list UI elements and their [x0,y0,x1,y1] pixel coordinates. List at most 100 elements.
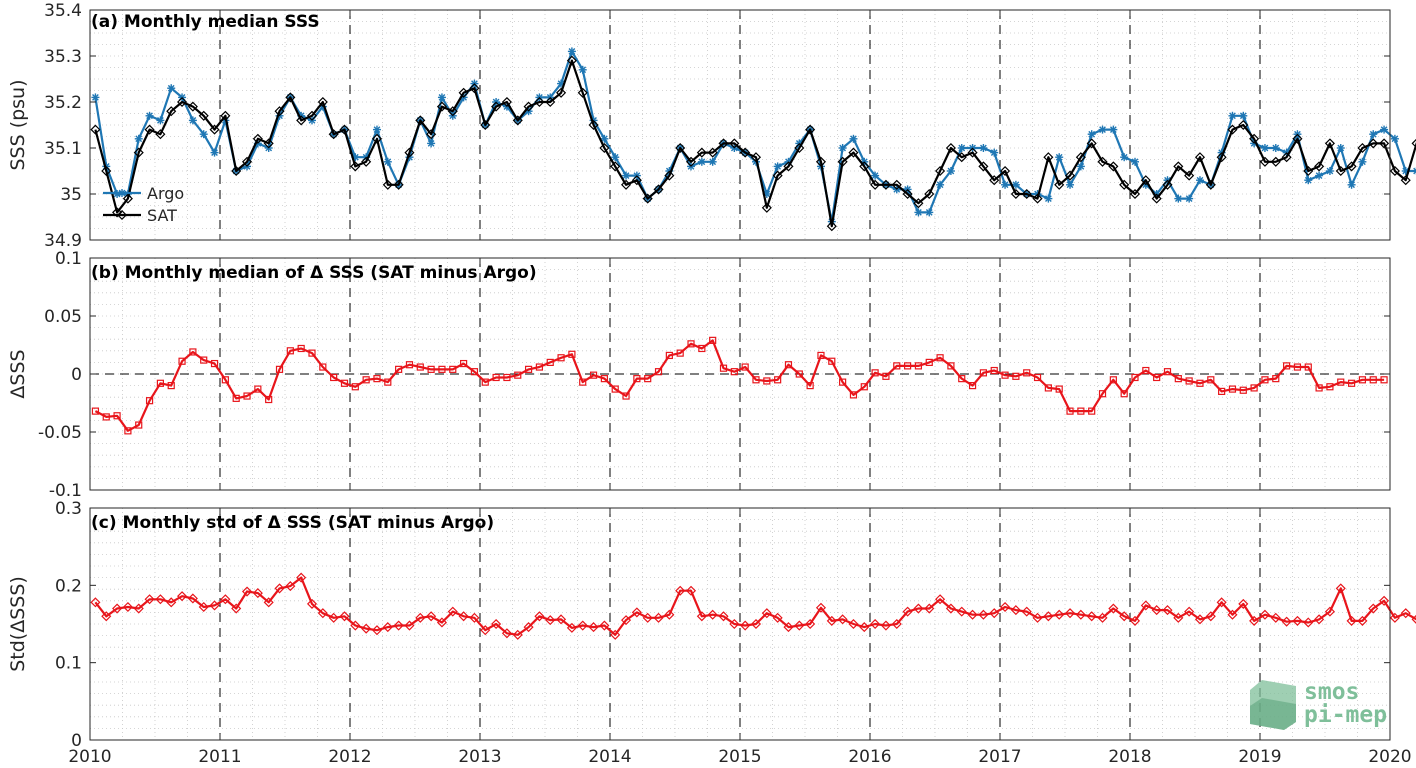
data-point [200,356,208,364]
data-point [557,354,565,362]
data-point [913,198,924,209]
panel-b: -0.1 -0.05 0 0.05 0.1 (b) Monthly median of … [7,249,1391,501]
data-point [903,362,912,370]
panel-c-y-ticks: 0 0.1 0.2 0.3 [55,499,1391,751]
data-point [1292,615,1303,626]
data-point [436,101,447,112]
data-point [361,623,372,634]
data-point [395,365,403,373]
data-point [296,115,307,126]
data-point [512,629,523,640]
data-point [1109,376,1117,384]
data-point [384,378,392,386]
x-tick-label: 2016 [848,747,891,767]
y-tick-label: 35 [60,185,82,205]
data-point [1357,142,1368,154]
data-point [460,359,468,368]
data-point [891,618,902,630]
data-point [1075,609,1086,620]
panel-a-title: (a) Monthly median SSS [91,12,320,32]
data-point [1346,615,1357,626]
data-point [1129,188,1141,200]
data-point [696,147,707,158]
data-point [1303,165,1314,177]
x-tick-label: 2020 [1368,747,1411,767]
data-point [1238,598,1249,609]
data-point [101,165,112,177]
data-point [891,179,902,190]
data-point [501,96,512,108]
data-point [1390,134,1399,143]
data-point [718,138,729,149]
legend-argo-label: Argo [147,184,184,203]
data-point [761,608,772,619]
data-point [177,591,188,602]
data-point [566,622,577,633]
data-point [556,87,567,98]
data-point [946,167,955,175]
data-point [340,379,349,387]
panel-a-series [90,47,1416,232]
data-point [1001,180,1010,189]
data-point [642,612,653,623]
data-point [156,379,164,387]
data-point [187,101,198,112]
data-point [589,371,598,379]
data-point [956,606,967,617]
data-point [1162,605,1173,616]
data-point [254,385,262,393]
data-point [361,156,372,167]
logo-line1: smos [1304,679,1359,705]
data-point [882,372,890,380]
data-point [620,615,632,626]
data-point [1044,194,1053,203]
data-point [534,96,545,108]
data-point [902,188,913,200]
data-point [611,153,620,162]
y-tick-label: 35.3 [44,47,82,67]
data-point [1411,614,1416,624]
data-point [187,593,198,604]
x-tick-label: 2014 [588,747,631,767]
data-point [698,344,706,353]
data-point [447,606,458,617]
y-tick-label: 0.1 [55,654,82,674]
data-point [979,144,988,152]
data-point [1324,606,1335,617]
data-point [209,124,220,135]
data-point [1249,133,1260,144]
data-point [1043,152,1054,163]
data-point [1142,366,1150,375]
data-point [265,395,273,404]
data-point [1227,609,1238,620]
data-point [794,620,805,631]
series-line [94,339,1385,432]
data-point [839,378,847,386]
data-point [263,597,274,608]
data-point [729,138,740,149]
data-point [1400,175,1411,186]
data-point [210,148,219,157]
data-point [514,371,522,379]
data-point [815,602,827,613]
data-point [1259,156,1271,167]
data-point [1000,601,1011,613]
data-point [145,111,154,120]
data-point [1335,583,1346,594]
y-tick-label: -0.05 [38,423,82,443]
data-point [870,618,881,630]
data-point [122,601,133,613]
data-point [1205,179,1216,190]
data-point [1260,144,1269,152]
data-point [1227,124,1238,135]
data-point [447,106,458,117]
data-point [1325,167,1334,175]
data-point [545,615,556,626]
data-point [1055,385,1063,393]
data-point [967,147,978,158]
data-point [1239,386,1247,394]
data-point [925,208,934,217]
data-point [1108,161,1119,172]
data-point [1304,176,1313,185]
data-point [501,628,512,639]
